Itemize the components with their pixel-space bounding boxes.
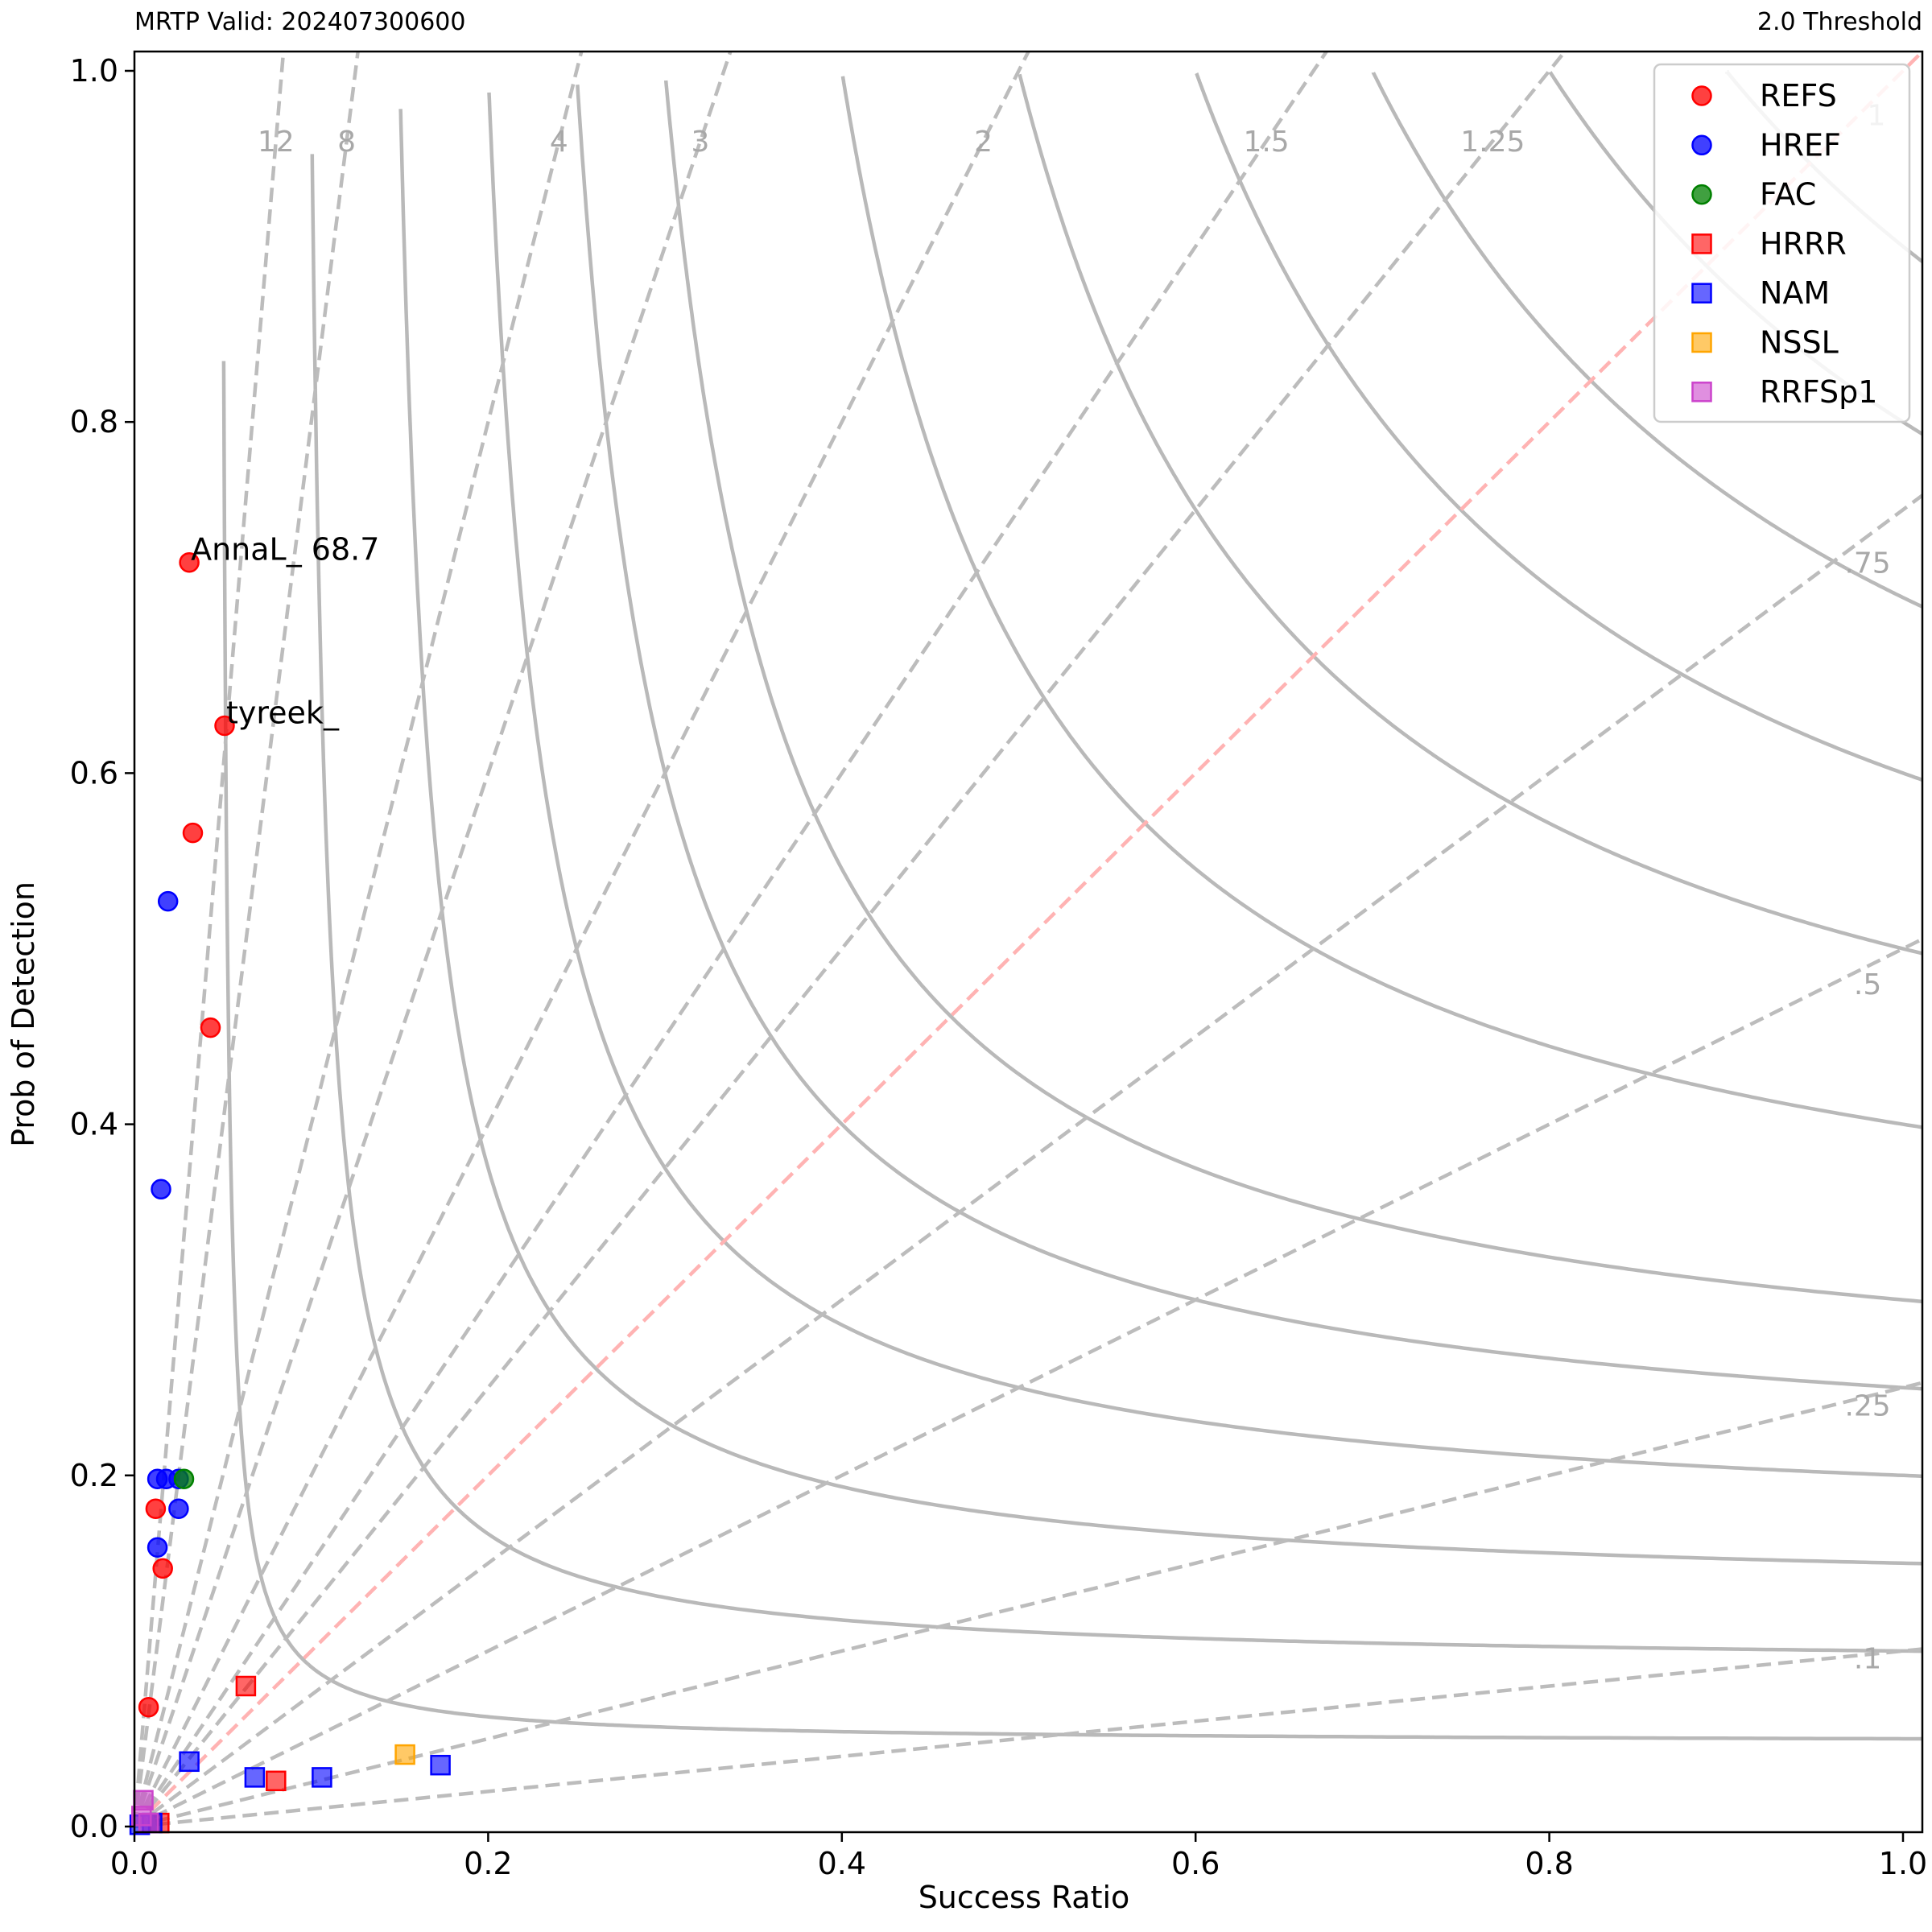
bias-label: .75 <box>1844 547 1890 580</box>
href-point <box>151 1179 171 1200</box>
bias-label: 4 <box>550 126 568 159</box>
legend-marker <box>1691 134 1712 156</box>
href-point <box>168 1498 189 1519</box>
y-tick-label: 0.2 <box>70 1458 118 1493</box>
header-left-title: MRTP Valid: 202407300600 <box>134 8 465 36</box>
bias-label: .5 <box>1854 968 1881 1001</box>
csi-contour <box>576 85 1922 1391</box>
nam-point <box>244 1767 266 1788</box>
bias-label: 8 <box>337 126 356 159</box>
legend: REFS HREF FAC HRRR NAM NSSL RRFSp1 <box>1653 63 1911 423</box>
header-right-title: 2.0 Threshold <box>1757 8 1922 36</box>
point-annotations: AnnaL_ 68.7 tyreek_ <box>191 532 379 731</box>
point-annotation: AnnaL_ 68.7 <box>191 532 379 568</box>
legend-label: RRFSp1 <box>1760 374 1877 410</box>
bias-label: 1.5 <box>1243 126 1289 159</box>
refs-point <box>152 1558 173 1579</box>
bias-label: 3 <box>691 126 710 159</box>
y-tick-label: 0.4 <box>70 1107 118 1142</box>
csi-contour <box>840 76 1922 1129</box>
x-tick-label: 0.4 <box>818 1846 866 1881</box>
href-point <box>157 890 179 912</box>
x-tick-label: 1.0 <box>1879 1846 1927 1881</box>
point-annotation: tyreek_ <box>226 696 340 731</box>
legend-marker <box>1691 85 1712 106</box>
hrrr-point <box>266 1770 287 1792</box>
nssl-point <box>394 1744 415 1765</box>
nam-point <box>179 1751 200 1773</box>
refs-point <box>179 551 200 573</box>
x-tick-label: 0.8 <box>1525 1846 1573 1881</box>
legend-label: NAM <box>1760 275 1830 311</box>
csi-contour <box>1195 72 1922 782</box>
x-axis-label: Success Ratio <box>919 1880 1130 1915</box>
refs-point <box>182 822 204 844</box>
csi-contour <box>398 109 1922 1566</box>
bias-label: 2 <box>974 126 993 159</box>
bias-line <box>134 52 1031 1828</box>
legend-marker <box>1691 233 1712 254</box>
rrfsp1-point <box>138 1812 159 1834</box>
y-tick-label: 0.6 <box>70 755 118 791</box>
bias-line <box>134 1381 1922 1829</box>
bias-line <box>134 1647 1922 1829</box>
bias-label: 12 <box>258 126 295 159</box>
legend-box <box>1653 63 1911 423</box>
csi-contour <box>221 361 1922 1741</box>
csi-contour <box>487 92 1922 1479</box>
plot-frame <box>133 50 1924 1834</box>
legend-marker <box>1691 382 1712 402</box>
legend-label: HREF <box>1760 127 1841 163</box>
y-tick-label: 0.8 <box>70 404 118 440</box>
bias-line <box>134 52 584 1827</box>
x-tick-label: 0.6 <box>1171 1846 1220 1881</box>
csi-contour <box>1371 72 1922 609</box>
legend-label: REFS <box>1760 78 1837 114</box>
x-axis-ticks: 0.0 0.2 0.4 0.6 0.8 1.0 <box>110 1832 1927 1881</box>
legend-label: NSSL <box>1760 325 1839 361</box>
nam-point <box>312 1767 332 1788</box>
nam-point <box>430 1754 451 1776</box>
legend-marker <box>1691 332 1712 353</box>
legend-label: HRRR <box>1760 226 1847 262</box>
bias-label: .1 <box>1854 1643 1881 1676</box>
csi-contour <box>1018 73 1922 956</box>
bias-label: 1.25 <box>1460 126 1525 159</box>
refs-point <box>200 1017 221 1038</box>
href-point <box>147 1537 168 1558</box>
x-tick-label: 0.2 <box>464 1846 512 1881</box>
bias-line <box>134 52 1567 1828</box>
legend-marker <box>1691 184 1712 205</box>
y-tick-label: 0.0 <box>70 1809 118 1844</box>
legend-marker <box>1691 283 1712 303</box>
x-tick-label: 0.0 <box>110 1846 159 1881</box>
refs-point <box>138 1696 159 1718</box>
y-axis-label: Prob of Detection <box>6 881 41 1147</box>
bias-lines <box>134 52 1922 1829</box>
y-tick-label: 1.0 <box>70 53 118 89</box>
fac-point <box>173 1468 195 1489</box>
csi-contour <box>310 154 1922 1653</box>
hrrr-point <box>235 1675 257 1697</box>
refs-point <box>145 1498 167 1519</box>
bias-line <box>134 493 1922 1828</box>
bias-line <box>134 937 1922 1829</box>
bias-label: .25 <box>1844 1390 1890 1423</box>
bias-line <box>134 52 1329 1828</box>
y-axis-ticks: 0.0 0.2 0.4 0.6 0.8 1.0 <box>70 53 134 1844</box>
legend-label: FAC <box>1760 177 1816 213</box>
refs-point <box>214 715 235 737</box>
data-points <box>129 551 451 1835</box>
